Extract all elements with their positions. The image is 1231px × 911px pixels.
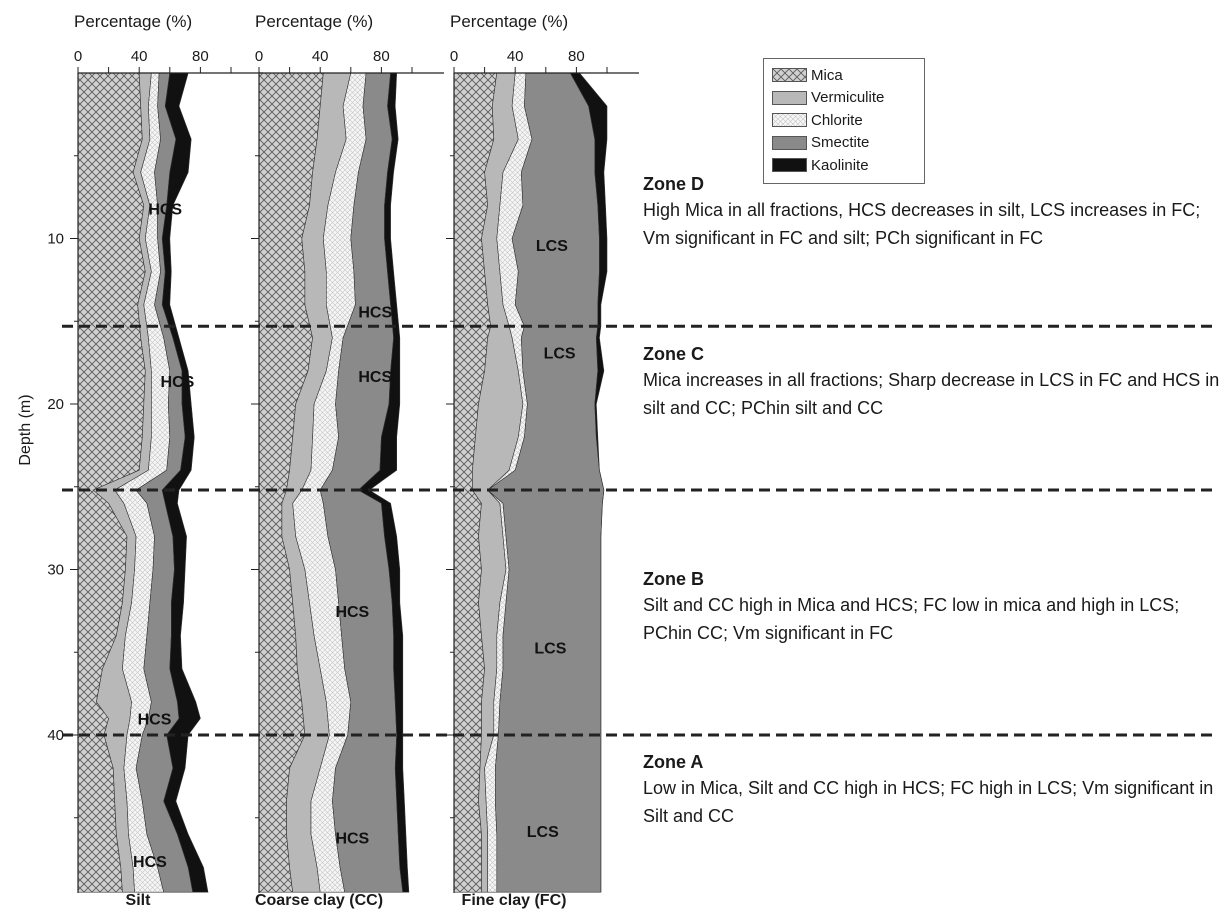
legend-label-smectite: Smectite bbox=[811, 134, 870, 152]
x-tick-label-coarse-clay-cc-0: 0 bbox=[255, 48, 263, 65]
legend-swatch-vermiculite bbox=[772, 90, 807, 105]
zone-d-description: Zone D High Mica in all fractions, HCS d… bbox=[643, 172, 1228, 252]
legend-item-kaolinite: Kaolinite bbox=[772, 154, 916, 177]
legend-swatch-chlorite bbox=[772, 113, 807, 128]
legend-swatch-smectite bbox=[772, 135, 807, 150]
area-silt-kaolinite bbox=[161, 72, 209, 893]
legend-item-mica: Mica bbox=[772, 64, 916, 87]
legend-item-chlorite: Chlorite bbox=[772, 109, 916, 132]
zone-a-description: Zone A Low in Mica, Silt and CC high in … bbox=[643, 750, 1228, 830]
zone-c-text: Mica increases in all fractions; Sharp d… bbox=[643, 370, 1220, 418]
zone-d-text: High Mica in all fractions, HCS decrease… bbox=[643, 200, 1201, 248]
annotation-fine-clay-fc-lcs-2: LCS bbox=[534, 640, 566, 657]
zone-b-description: Zone B Silt and CC high in Mica and HCS;… bbox=[643, 567, 1228, 647]
annotation-coarse-clay-cc-hcs-3: HCS bbox=[335, 831, 369, 848]
legend-label-chlorite: Chlorite bbox=[811, 111, 863, 129]
zone-d-title: Zone D bbox=[643, 174, 704, 194]
area-fine-clay-fc-kaolinite bbox=[569, 72, 608, 893]
annotation-coarse-clay-cc-hcs-1: HCS bbox=[358, 369, 392, 386]
legend-label-mica: Mica bbox=[811, 66, 843, 84]
annotation-silt-hcs-3: HCS bbox=[133, 854, 167, 871]
legend-swatch-kaolinite bbox=[772, 158, 807, 173]
panel-title-coarse-clay-cc: Coarse clay (CC) bbox=[255, 892, 383, 909]
area-coarse-clay-cc-kaolinite bbox=[357, 72, 410, 893]
annotation-silt-hcs-2: HCS bbox=[138, 711, 172, 728]
x-tick-label-fine-clay-fc-0: 0 bbox=[450, 48, 458, 65]
panel-title-fine-clay-fc: Fine clay (FC) bbox=[462, 892, 567, 909]
x-axis-title-silt: Percentage (%) bbox=[74, 12, 192, 31]
annotation-silt-hcs-1: HCS bbox=[161, 374, 195, 391]
y-tick-label-10: 10 bbox=[47, 231, 64, 248]
annotation-coarse-clay-cc-hcs-2: HCS bbox=[335, 604, 369, 621]
x-tick-label-coarse-clay-cc-80: 80 bbox=[373, 48, 390, 65]
annotation-silt-hcs-0: HCS bbox=[148, 202, 182, 219]
legend-item-smectite: Smectite bbox=[772, 132, 916, 155]
legend-item-vermiculite: Vermiculite bbox=[772, 87, 916, 110]
annotation-coarse-clay-cc-hcs-0: HCS bbox=[358, 304, 392, 321]
x-tick-label-coarse-clay-cc-40: 40 bbox=[312, 48, 329, 65]
x-axis-title-fine-clay-fc: Percentage (%) bbox=[450, 12, 568, 31]
x-axis-title-coarse-clay-cc: Percentage (%) bbox=[255, 12, 373, 31]
legend-swatch-mica bbox=[772, 68, 807, 83]
y-axis-title: Depth (m) bbox=[17, 394, 34, 465]
chart-legend: Mica Vermiculite Chlorite Smectite Kaoli… bbox=[763, 58, 925, 184]
x-tick-label-silt-0: 0 bbox=[74, 48, 82, 65]
x-tick-label-silt-40: 40 bbox=[131, 48, 148, 65]
legend-label-vermiculite: Vermiculite bbox=[811, 89, 885, 107]
zone-a-title: Zone A bbox=[643, 752, 704, 772]
y-tick-label-30: 30 bbox=[47, 562, 64, 579]
annotation-fine-clay-fc-lcs-1: LCS bbox=[544, 346, 576, 363]
panel-title-silt: Silt bbox=[126, 892, 152, 909]
annotation-fine-clay-fc-lcs-3: LCS bbox=[527, 824, 559, 841]
x-tick-label-silt-80: 80 bbox=[192, 48, 209, 65]
x-tick-label-fine-clay-fc-40: 40 bbox=[507, 48, 524, 65]
y-tick-label-40: 40 bbox=[47, 727, 64, 744]
x-tick-label-fine-clay-fc-80: 80 bbox=[568, 48, 585, 65]
zone-c-title: Zone C bbox=[643, 344, 704, 364]
zone-b-text: Silt and CC high in Mica and HCS; FC low… bbox=[643, 595, 1180, 643]
zone-b-title: Zone B bbox=[643, 569, 704, 589]
legend-label-kaolinite: Kaolinite bbox=[811, 156, 869, 174]
zone-c-description: Zone C Mica increases in all fractions; … bbox=[643, 342, 1228, 422]
annotation-fine-clay-fc-lcs-0: LCS bbox=[536, 238, 568, 255]
y-tick-label-20: 20 bbox=[47, 396, 64, 413]
zone-boundaries bbox=[62, 324, 1216, 737]
zone-a-text: Low in Mica, Silt and CC high in HCS; FC… bbox=[643, 778, 1214, 826]
